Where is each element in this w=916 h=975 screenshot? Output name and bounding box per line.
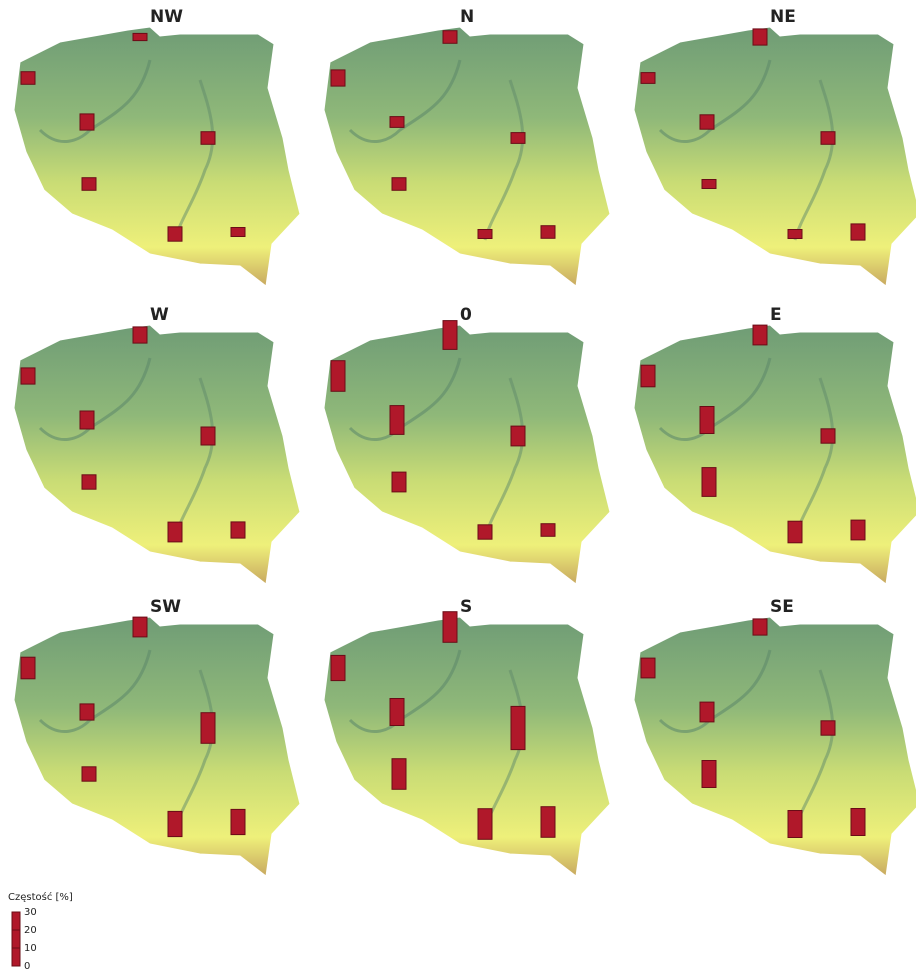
bar [821, 429, 835, 443]
bar [788, 521, 802, 543]
legend-tick-label: 30 [24, 907, 37, 918]
bar [511, 133, 525, 144]
map-panel: S [324, 597, 610, 876]
bar [443, 321, 457, 350]
bar [851, 224, 865, 240]
bar [511, 426, 525, 446]
bar [753, 29, 767, 45]
country-outline [634, 325, 916, 584]
bar [641, 658, 655, 678]
panel-title: N [460, 7, 474, 27]
bar [641, 365, 655, 387]
legend-tick-label: 10 [24, 943, 37, 954]
panel-title: NE [770, 7, 796, 27]
bar [851, 809, 865, 836]
bar [80, 411, 94, 429]
bar [478, 525, 492, 539]
bar [331, 361, 345, 392]
map-figure: Częstość [%] NW N NE W 0 E SW S SE 0 10 20 30 [0, 0, 916, 975]
bar [168, 522, 182, 542]
panel-title: 0 [460, 305, 472, 325]
map-panel: NE [634, 7, 916, 286]
map-panel: E [634, 305, 916, 584]
country-outline [14, 325, 300, 584]
panel-title: W [150, 305, 169, 325]
map-panel: NW [14, 7, 300, 286]
bar [821, 721, 835, 735]
bar [231, 522, 245, 538]
bar [201, 713, 215, 744]
panel-title: S [460, 597, 472, 617]
country-outline [634, 617, 916, 876]
bar [541, 807, 555, 838]
bar [753, 325, 767, 345]
country-outline [324, 325, 610, 584]
bar [201, 132, 215, 145]
bar [390, 699, 404, 726]
country-outline [634, 27, 916, 286]
bar [21, 657, 35, 679]
map-panel: SE [634, 597, 916, 876]
bar [82, 178, 96, 191]
bar [168, 227, 182, 241]
bar [21, 72, 35, 85]
bar [541, 524, 555, 537]
legend-title: Częstość [%] [8, 891, 73, 903]
map-panel: SW [14, 597, 300, 876]
bar [201, 427, 215, 445]
bar [443, 31, 457, 44]
bar [133, 33, 147, 40]
bar [390, 117, 404, 128]
bar [702, 180, 716, 189]
map-panel: W [14, 305, 300, 584]
panel-title: SW [150, 597, 181, 617]
bar [390, 406, 404, 435]
panel-title: E [770, 305, 782, 325]
panel-title: SE [770, 597, 794, 617]
bar [82, 767, 96, 781]
bar [392, 178, 406, 191]
bar [478, 230, 492, 239]
bar [511, 706, 525, 749]
panel-title: NW [150, 7, 183, 27]
map-panel: 0 [324, 305, 610, 584]
country-outline [324, 617, 610, 876]
bar [392, 759, 406, 790]
map-panel: N [324, 7, 610, 286]
bar [702, 468, 716, 497]
bar [443, 612, 457, 643]
bar [478, 809, 492, 840]
bar [133, 327, 147, 343]
bar [700, 407, 714, 434]
legend-tick-label: 20 [24, 925, 37, 936]
bar [231, 228, 245, 237]
bar [21, 368, 35, 384]
legend-tick-label: 0 [24, 961, 30, 972]
country-outline [324, 27, 610, 286]
bar [753, 619, 767, 635]
bar [331, 655, 345, 680]
bar [788, 811, 802, 838]
bar [702, 761, 716, 788]
bar [788, 230, 802, 239]
bar [80, 114, 94, 130]
country-outline [14, 617, 300, 876]
bar [168, 811, 182, 836]
bar [392, 472, 406, 492]
bar [331, 70, 345, 86]
bar [700, 115, 714, 129]
bar [82, 475, 96, 489]
country-outline [14, 27, 300, 286]
bar [851, 520, 865, 540]
bar [80, 704, 94, 720]
bar [133, 617, 147, 637]
bar [641, 73, 655, 84]
bar [700, 702, 714, 722]
bar [231, 809, 245, 834]
legend-bar [12, 912, 20, 966]
bar [541, 226, 555, 239]
bar [821, 132, 835, 145]
